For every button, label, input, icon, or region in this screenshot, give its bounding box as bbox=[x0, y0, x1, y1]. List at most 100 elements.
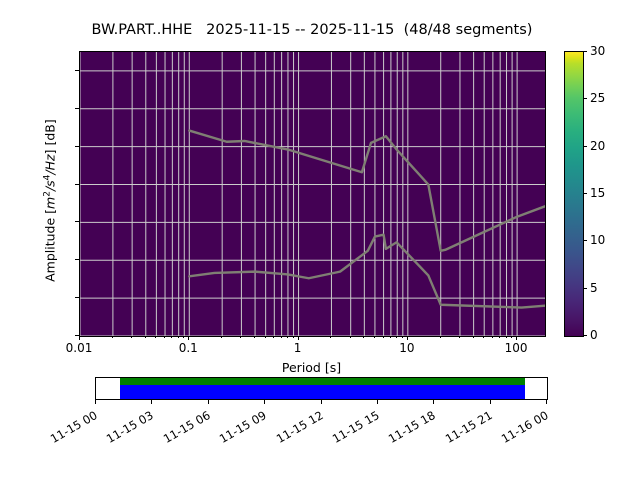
y-axis-unit-mid: /s bbox=[42, 180, 58, 192]
colorbar-gradient[interactable] bbox=[564, 51, 584, 337]
y-tick-mark bbox=[75, 335, 79, 336]
timeline-tick-label: 11-15 12 bbox=[273, 408, 326, 446]
x-tick-mark bbox=[188, 336, 190, 340]
y-axis-label: Amplitude [m2/s4/Hz] [dB] bbox=[42, 59, 57, 343]
colorbar-tick-label: 10 bbox=[590, 233, 606, 248]
y-tick-mark bbox=[75, 107, 79, 109]
timeline-tick-label: 11-15 06 bbox=[160, 408, 213, 446]
timeline-tick-mark bbox=[489, 400, 491, 404]
x-tick-mark bbox=[516, 336, 518, 340]
colorbar-tick-mark bbox=[583, 193, 587, 194]
colorbar-tick-mark bbox=[583, 287, 587, 289]
x-tick-mark bbox=[297, 336, 299, 340]
x-tick-minor bbox=[131, 336, 133, 338]
x-tick-minor bbox=[439, 336, 441, 338]
timeline-tick-mark bbox=[320, 400, 322, 404]
timeline-tick-mark bbox=[264, 400, 266, 404]
x-tick-minor bbox=[240, 336, 242, 338]
timeline-tick-mark bbox=[95, 400, 96, 404]
timeline-tick-label: 11-15 15 bbox=[329, 408, 382, 446]
timeline-tick-label: 11-16 00 bbox=[498, 408, 551, 446]
x-tick-minor bbox=[472, 336, 474, 338]
colorbar-tick-label: 30 bbox=[590, 44, 606, 58]
timeline-coverage-bar bbox=[119, 385, 526, 399]
colorbar-tick-mark bbox=[583, 145, 587, 147]
colorbar-tick-label: 25 bbox=[590, 91, 606, 106]
timeline-tick-mark bbox=[433, 400, 435, 404]
colorbar-tick-mark bbox=[583, 335, 587, 336]
x-tick-minor bbox=[396, 336, 398, 338]
ppsd-plot-area[interactable] bbox=[79, 51, 546, 337]
x-tick-minor bbox=[264, 336, 266, 338]
y-tick-mark bbox=[75, 259, 79, 261]
x-tick-minor bbox=[286, 336, 288, 338]
x-tick-label: 10 bbox=[399, 341, 415, 355]
x-tick-minor bbox=[292, 336, 294, 338]
colorbar-tick-label: 5 bbox=[590, 280, 598, 295]
colorbar-tick-mark bbox=[583, 98, 587, 100]
timeline-tick-mark bbox=[151, 400, 153, 404]
peterson-noise-models bbox=[188, 129, 545, 309]
x-tick-label: 1 bbox=[293, 341, 302, 355]
x-axis-label: Period [s] bbox=[281, 360, 342, 375]
y-tick-mark bbox=[75, 221, 79, 223]
x-tick-mark bbox=[79, 336, 80, 340]
y-axis-unit-tail: /Hz bbox=[42, 154, 58, 175]
x-tick-label: 0.01 bbox=[65, 341, 93, 355]
figure-title: BW.PART..HHE 2025-11-15 -- 2025-11-15 (4… bbox=[91, 22, 533, 38]
y-axis-unit-m: m bbox=[42, 196, 58, 209]
x-tick-minor bbox=[221, 336, 223, 338]
x-tick-minor bbox=[373, 336, 375, 338]
colorbar-tick-label: 15 bbox=[590, 186, 606, 200]
x-tick-label: 100 bbox=[504, 341, 528, 355]
x-tick-minor bbox=[491, 336, 493, 338]
x-tick-minor bbox=[499, 336, 501, 338]
y-tick-mark bbox=[75, 183, 79, 185]
x-tick-minor bbox=[171, 336, 173, 338]
timeline-tick-mark bbox=[207, 400, 209, 404]
x-tick-minor bbox=[458, 336, 460, 338]
colorbar-tick-mark bbox=[583, 240, 587, 242]
ppsd-density-heatmap bbox=[80, 52, 545, 336]
x-tick-minor bbox=[382, 336, 384, 338]
x-tick-minor bbox=[111, 336, 113, 338]
x-tick-minor bbox=[363, 336, 365, 338]
data-coverage-timeline[interactable] bbox=[95, 377, 548, 400]
y-axis-unit-exp1: 2 bbox=[42, 191, 53, 197]
x-tick-mark bbox=[406, 336, 408, 340]
y-axis-unit-exp2: 4 bbox=[42, 174, 53, 181]
timeline-tick-label: 11-15 03 bbox=[104, 408, 157, 446]
x-tick-minor bbox=[155, 336, 157, 338]
x-tick-minor bbox=[389, 336, 391, 338]
timeline-tick-mark bbox=[376, 400, 378, 404]
x-tick-minor bbox=[505, 336, 507, 338]
plot-gridlines bbox=[80, 52, 545, 336]
timeline-tick-label: 11-15 09 bbox=[217, 408, 269, 446]
colorbar-tick-mark bbox=[583, 51, 587, 52]
timeline-tick-label: 11-15 21 bbox=[442, 408, 495, 446]
x-tick-minor bbox=[144, 336, 146, 338]
timeline-tick-label: 11-15 00 bbox=[47, 408, 100, 446]
x-tick-minor bbox=[254, 336, 256, 338]
y-tick-mark bbox=[75, 69, 79, 71]
x-tick-minor bbox=[401, 336, 403, 338]
timeline-tick-label: 11-15 18 bbox=[386, 408, 438, 446]
y-tick-mark bbox=[75, 297, 79, 299]
x-tick-label: 0.1 bbox=[178, 341, 198, 355]
y-axis-label-prefix: Amplitude [ bbox=[42, 208, 58, 282]
timeline-data-bar bbox=[119, 378, 526, 385]
x-tick-minor bbox=[511, 336, 513, 338]
x-tick-minor bbox=[330, 336, 332, 338]
x-tick-minor bbox=[273, 336, 275, 338]
x-tick-minor bbox=[280, 336, 282, 338]
y-axis-label-suffix: ] [dB] bbox=[42, 119, 58, 155]
colorbar-tick-label: 20 bbox=[590, 138, 606, 153]
colorbar-tick-label: 0 bbox=[590, 328, 598, 342]
x-tick-minor bbox=[177, 336, 179, 338]
x-tick-minor bbox=[349, 336, 351, 338]
x-tick-minor bbox=[183, 336, 185, 338]
x-tick-minor bbox=[164, 336, 166, 338]
y-tick-mark bbox=[75, 145, 79, 147]
timeline-tick-mark bbox=[546, 400, 547, 404]
